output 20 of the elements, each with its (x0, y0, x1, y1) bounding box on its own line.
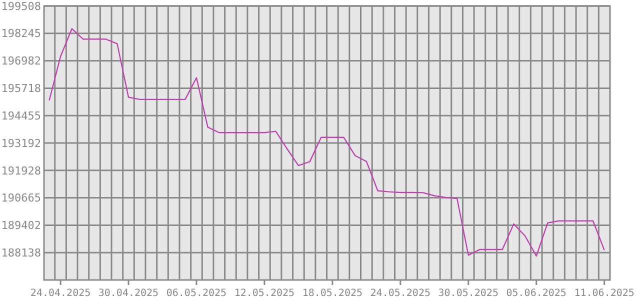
y-tick-label: 188138 (1, 246, 41, 260)
y-tick-label: 190665 (1, 192, 41, 205)
x-tick-label: 30.04.2025 (98, 288, 159, 299)
x-tick-label: 06.05.2025 (166, 288, 227, 299)
y-tick-label: 195718 (1, 82, 41, 96)
x-tick-label: 05.06.2025 (506, 288, 566, 299)
y-tick-label: 198245 (1, 27, 41, 40)
line-series (48, 28, 605, 257)
x-tick-label: 30.05.2025 (438, 288, 498, 299)
x-tick-label: 24.05.2025 (370, 288, 431, 299)
y-tick-label: 189402 (1, 219, 41, 232)
y-tick-label: 194455 (1, 109, 41, 122)
x-tick-label: 12.05.2025 (234, 288, 295, 299)
x-tick-label: 24.04.2025 (30, 288, 91, 299)
x-tick-label: 18.05.2025 (302, 288, 363, 299)
y-tick-label: 196982 (1, 54, 41, 68)
y-tick-label: 193192 (1, 136, 41, 150)
x-tick-label: 11.06.2025 (574, 288, 634, 299)
y-tick-label: 199508 (1, 0, 41, 13)
y-tick-label: 191928 (1, 164, 41, 178)
